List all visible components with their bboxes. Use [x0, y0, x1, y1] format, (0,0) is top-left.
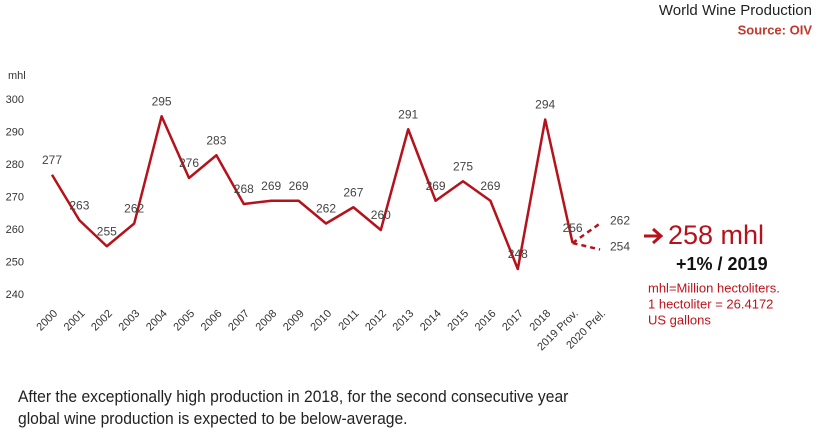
- y-tick-label: 300: [6, 94, 24, 106]
- x-tick-label: 2008: [254, 308, 280, 334]
- data-label: 277: [42, 153, 62, 167]
- y-axis-label: mhl: [8, 70, 26, 82]
- y-tick-label: 250: [6, 256, 24, 268]
- y-tick-label: 280: [6, 159, 24, 171]
- data-label: 295: [152, 94, 172, 108]
- data-label: 294: [535, 98, 555, 112]
- y-tick-label: 290: [6, 126, 24, 138]
- x-tick-label: 2015: [445, 308, 471, 334]
- chart-title: World Wine Production: [659, 2, 812, 19]
- data-label: 269: [426, 179, 446, 193]
- line: [571, 222, 601, 245]
- x-tick-label: 2012: [363, 308, 389, 334]
- note: 1 hectoliter = 26.4172: [648, 296, 773, 311]
- headline: 258 mhl: [668, 220, 764, 250]
- x-tick-label: 2007: [226, 308, 252, 334]
- y-tick-label: 240: [6, 289, 24, 301]
- x-tick-label: 2002: [89, 308, 115, 334]
- data-label: 291: [398, 107, 418, 121]
- data-label: 254: [610, 240, 630, 254]
- x-tick-label: 2017: [500, 308, 526, 334]
- data-label: 262: [316, 202, 336, 216]
- note: mhl=Million hectoliters.: [648, 280, 780, 295]
- note: US gallons: [648, 312, 711, 327]
- x-tick-label: 2000: [34, 308, 60, 334]
- source: Source: OIV: [738, 22, 813, 37]
- data-label: 269: [480, 179, 500, 193]
- x-tick-label: 2013: [391, 308, 417, 334]
- data-label: 267: [343, 185, 363, 199]
- data-label: 256: [563, 221, 583, 235]
- y-tick-label: 260: [6, 224, 24, 236]
- y-tick-label: 270: [6, 191, 24, 203]
- x-tick-label: 2014: [418, 308, 444, 334]
- data-label: 262: [610, 214, 630, 228]
- line: [50, 115, 574, 271]
- data-label: 263: [69, 198, 89, 212]
- data-label: 275: [453, 159, 473, 173]
- x-tick-label: 2006: [199, 308, 225, 334]
- x-tick-label: 2004: [144, 308, 170, 334]
- x-tick-label: 2003: [117, 308, 143, 334]
- data-label: 269: [289, 179, 309, 193]
- x-tick-label: 2010: [308, 308, 334, 334]
- arrow: [644, 227, 664, 245]
- x-tick-label: 2009: [281, 308, 307, 334]
- chart: World Wine Production Source: OIV mhl 25…: [6, 2, 813, 353]
- data-label: 269: [261, 179, 281, 193]
- line: [572, 241, 601, 251]
- change: +1% / 2019: [676, 254, 768, 274]
- data-label: 262: [124, 202, 144, 216]
- data-label: 260: [371, 208, 391, 222]
- data-label: 255: [97, 224, 117, 238]
- data-label: 268: [234, 182, 254, 196]
- x-tick-label: 2011: [336, 308, 361, 333]
- data-label: 283: [206, 133, 226, 147]
- data-label: 276: [179, 156, 199, 170]
- x-tick-label: 2001: [62, 308, 88, 334]
- caption: After the exceptionally high production …: [18, 387, 569, 428]
- x-tick-label: 2016: [473, 308, 499, 334]
- data-label: 248: [508, 247, 528, 261]
- x-tick-label: 2005: [171, 308, 197, 334]
